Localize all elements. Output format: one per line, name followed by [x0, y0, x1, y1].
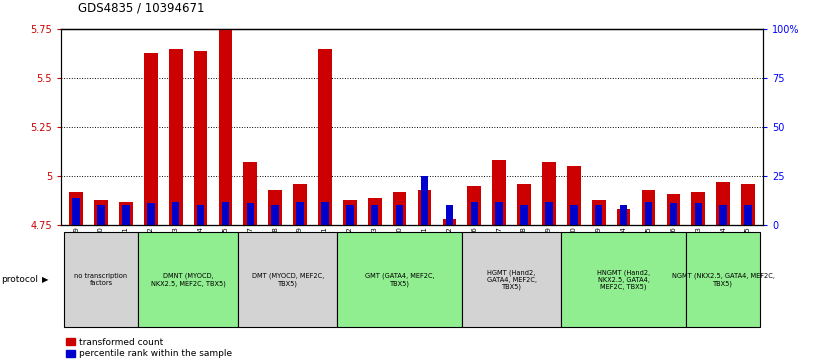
- Bar: [243, 162, 257, 225]
- Bar: [694, 204, 702, 225]
- Bar: [318, 49, 332, 225]
- Bar: [139, 232, 238, 327]
- Bar: [219, 29, 233, 225]
- Bar: [542, 162, 556, 225]
- Bar: [396, 205, 403, 225]
- Text: NGMT (NKX2.5, GATA4, MEF2C,
TBX5): NGMT (NKX2.5, GATA4, MEF2C, TBX5): [672, 273, 774, 286]
- Bar: [744, 205, 752, 225]
- Bar: [691, 192, 705, 225]
- Bar: [346, 205, 353, 225]
- Bar: [468, 186, 481, 225]
- Text: no transcription
factors: no transcription factors: [74, 273, 127, 286]
- Bar: [94, 200, 108, 225]
- Text: HGMT (Hand2,
GATA4, MEF2C,
TBX5): HGMT (Hand2, GATA4, MEF2C, TBX5): [486, 269, 537, 290]
- Bar: [645, 201, 652, 225]
- Bar: [268, 190, 282, 225]
- Bar: [64, 232, 139, 327]
- Bar: [338, 232, 462, 327]
- Bar: [567, 166, 581, 225]
- Bar: [172, 201, 180, 225]
- Bar: [418, 190, 432, 225]
- Legend: transformed count, percentile rank within the sample: transformed count, percentile rank withi…: [66, 338, 233, 359]
- Bar: [720, 205, 727, 225]
- Bar: [670, 204, 677, 225]
- Bar: [246, 204, 254, 225]
- Text: protocol: protocol: [1, 275, 38, 284]
- Bar: [667, 194, 681, 225]
- Bar: [119, 201, 133, 225]
- Bar: [462, 232, 561, 327]
- Bar: [446, 205, 453, 225]
- Bar: [238, 232, 338, 327]
- Bar: [197, 205, 204, 225]
- Bar: [368, 197, 382, 225]
- Bar: [495, 201, 503, 225]
- Bar: [442, 219, 456, 225]
- Bar: [272, 205, 279, 225]
- Bar: [561, 232, 685, 327]
- Text: DMT (MYOCD, MEF2C,
TBX5): DMT (MYOCD, MEF2C, TBX5): [251, 273, 324, 286]
- Bar: [322, 201, 329, 225]
- Text: DMNT (MYOCD,
NKX2.5, MEF2C, TBX5): DMNT (MYOCD, NKX2.5, MEF2C, TBX5): [151, 273, 225, 286]
- Bar: [147, 204, 154, 225]
- Bar: [293, 184, 307, 225]
- Bar: [222, 201, 229, 225]
- Bar: [641, 190, 655, 225]
- Bar: [471, 201, 478, 225]
- Bar: [545, 201, 552, 225]
- Bar: [685, 232, 761, 327]
- Bar: [741, 184, 755, 225]
- Bar: [595, 205, 602, 225]
- Bar: [421, 176, 428, 225]
- Bar: [517, 184, 531, 225]
- Bar: [392, 192, 406, 225]
- Bar: [521, 205, 528, 225]
- Bar: [97, 205, 104, 225]
- Bar: [716, 182, 730, 225]
- Bar: [617, 209, 631, 225]
- Bar: [69, 192, 83, 225]
- Bar: [592, 200, 605, 225]
- Bar: [343, 200, 357, 225]
- Text: GDS4835 / 10394671: GDS4835 / 10394671: [78, 1, 204, 15]
- Bar: [296, 201, 304, 225]
- Bar: [492, 160, 506, 225]
- Bar: [73, 197, 80, 225]
- Text: HNGMT (Hand2,
NKX2.5, GATA4,
MEF2C, TBX5): HNGMT (Hand2, NKX2.5, GATA4, MEF2C, TBX5…: [597, 269, 650, 290]
- Text: ▶: ▶: [42, 275, 49, 284]
- Text: GMT (GATA4, MEF2C,
TBX5): GMT (GATA4, MEF2C, TBX5): [365, 273, 434, 286]
- Bar: [570, 205, 578, 225]
- Bar: [371, 205, 379, 225]
- Bar: [620, 205, 628, 225]
- Bar: [122, 205, 130, 225]
- Bar: [144, 53, 157, 225]
- Bar: [193, 50, 207, 225]
- Bar: [169, 49, 183, 225]
